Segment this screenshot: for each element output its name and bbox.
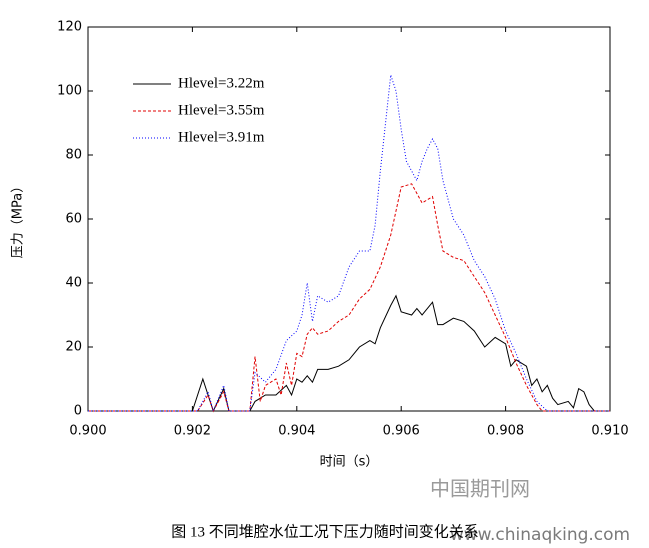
y-axis-label: 压力（MPa） [11, 180, 26, 258]
legend-label: Hlevel=3.22m [178, 75, 265, 91]
y-tick-label: 120 [57, 20, 82, 35]
legend-label: Hlevel=3.55m [178, 102, 265, 118]
series-line [88, 74, 610, 413]
watermark: 中国期刊网 [430, 477, 530, 501]
y-tick-label: 20 [65, 340, 82, 355]
legend-label: Hlevel=3.91m [178, 129, 265, 145]
y-tick-label: 60 [65, 212, 82, 227]
x-tick-label: 0.906 [383, 424, 420, 439]
y-tick-label: 0 [74, 404, 82, 419]
watermark-url: www.chinaqking.com [450, 525, 630, 545]
series-line [88, 294, 610, 413]
x-tick-label: 0.904 [278, 424, 315, 439]
y-tick-label: 80 [65, 148, 82, 163]
y-tick-label: 100 [57, 84, 82, 99]
x-axis-label: 时间（s） [320, 455, 379, 470]
x-tick-label: 0.910 [591, 424, 628, 439]
x-tick-label: 0.902 [174, 424, 211, 439]
y-tick-label: 40 [65, 276, 82, 291]
caption: 图 13 不同堆腔水位工况下压力随时间变化关系 [171, 523, 479, 540]
x-tick-label: 0.908 [487, 424, 524, 439]
plot-frame [87, 26, 611, 412]
x-tick-label: 0.900 [69, 424, 106, 439]
series-line [88, 183, 610, 413]
